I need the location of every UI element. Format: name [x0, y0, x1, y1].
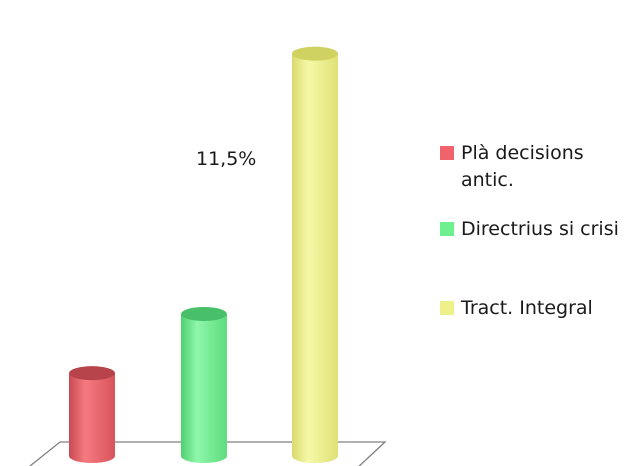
legend-label: Tract. Integral	[461, 297, 593, 319]
bar-body	[69, 373, 115, 463]
bars-group	[69, 46, 338, 464]
legend-item-tract-integral: Tract. Integral	[440, 295, 637, 322]
bar-top	[69, 366, 115, 381]
chart-floor	[28, 441, 387, 466]
legend-swatch-yellow	[440, 301, 454, 315]
legend-swatch-green	[440, 222, 454, 236]
data-label: 11,5%	[196, 148, 257, 170]
bar-3	[292, 46, 338, 464]
legend-item-pla-decisions: Plà decisions antic.	[440, 140, 637, 194]
bar-1	[69, 366, 115, 463]
bar-body	[181, 314, 227, 463]
legend-swatch-red	[440, 146, 454, 160]
bar-body	[292, 53, 338, 464]
legend-item-directrius: Directrius si crisi	[440, 216, 637, 243]
bar-top	[181, 307, 227, 321]
bar-top	[292, 46, 338, 61]
legend-label: Directrius si crisi	[461, 218, 619, 240]
legend-label: Plà decisions antic.	[461, 142, 584, 191]
bar-2	[181, 307, 227, 463]
